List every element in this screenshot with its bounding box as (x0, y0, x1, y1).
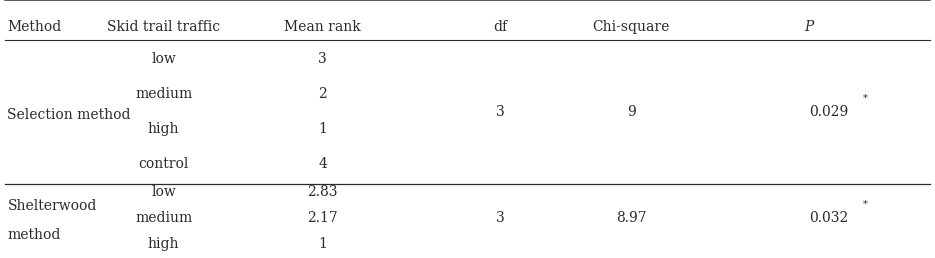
Text: 2.83: 2.83 (308, 185, 338, 199)
Text: df: df (493, 20, 508, 34)
Text: method: method (7, 228, 61, 242)
Text: medium: medium (135, 211, 193, 225)
Text: Chi-square: Chi-square (593, 20, 669, 34)
Text: Method: Method (7, 20, 62, 34)
Text: 1: 1 (318, 122, 327, 136)
Text: 3: 3 (496, 105, 505, 119)
Text: Shelterwood: Shelterwood (7, 199, 97, 213)
Text: 3: 3 (318, 52, 327, 66)
Text: medium: medium (135, 87, 193, 101)
Text: P: P (804, 20, 813, 34)
Text: 0.032: 0.032 (809, 211, 848, 225)
Text: Mean rank: Mean rank (284, 20, 361, 34)
Text: Skid trail traffic: Skid trail traffic (108, 20, 220, 34)
Text: 0.029: 0.029 (809, 105, 848, 119)
Text: 2.17: 2.17 (308, 211, 338, 225)
Text: 9: 9 (626, 105, 636, 119)
Text: 8.97: 8.97 (616, 211, 646, 225)
Text: high: high (148, 122, 180, 136)
Text: low: low (151, 185, 176, 199)
Text: *: * (863, 94, 868, 102)
Text: low: low (151, 52, 176, 66)
Text: Selection method: Selection method (7, 108, 131, 122)
Text: control: control (138, 157, 189, 171)
Text: 4: 4 (318, 157, 327, 171)
Text: 3: 3 (496, 211, 505, 225)
Text: 1: 1 (318, 237, 327, 251)
Text: 2: 2 (318, 87, 327, 101)
Text: *: * (863, 199, 868, 208)
Text: high: high (148, 237, 180, 251)
